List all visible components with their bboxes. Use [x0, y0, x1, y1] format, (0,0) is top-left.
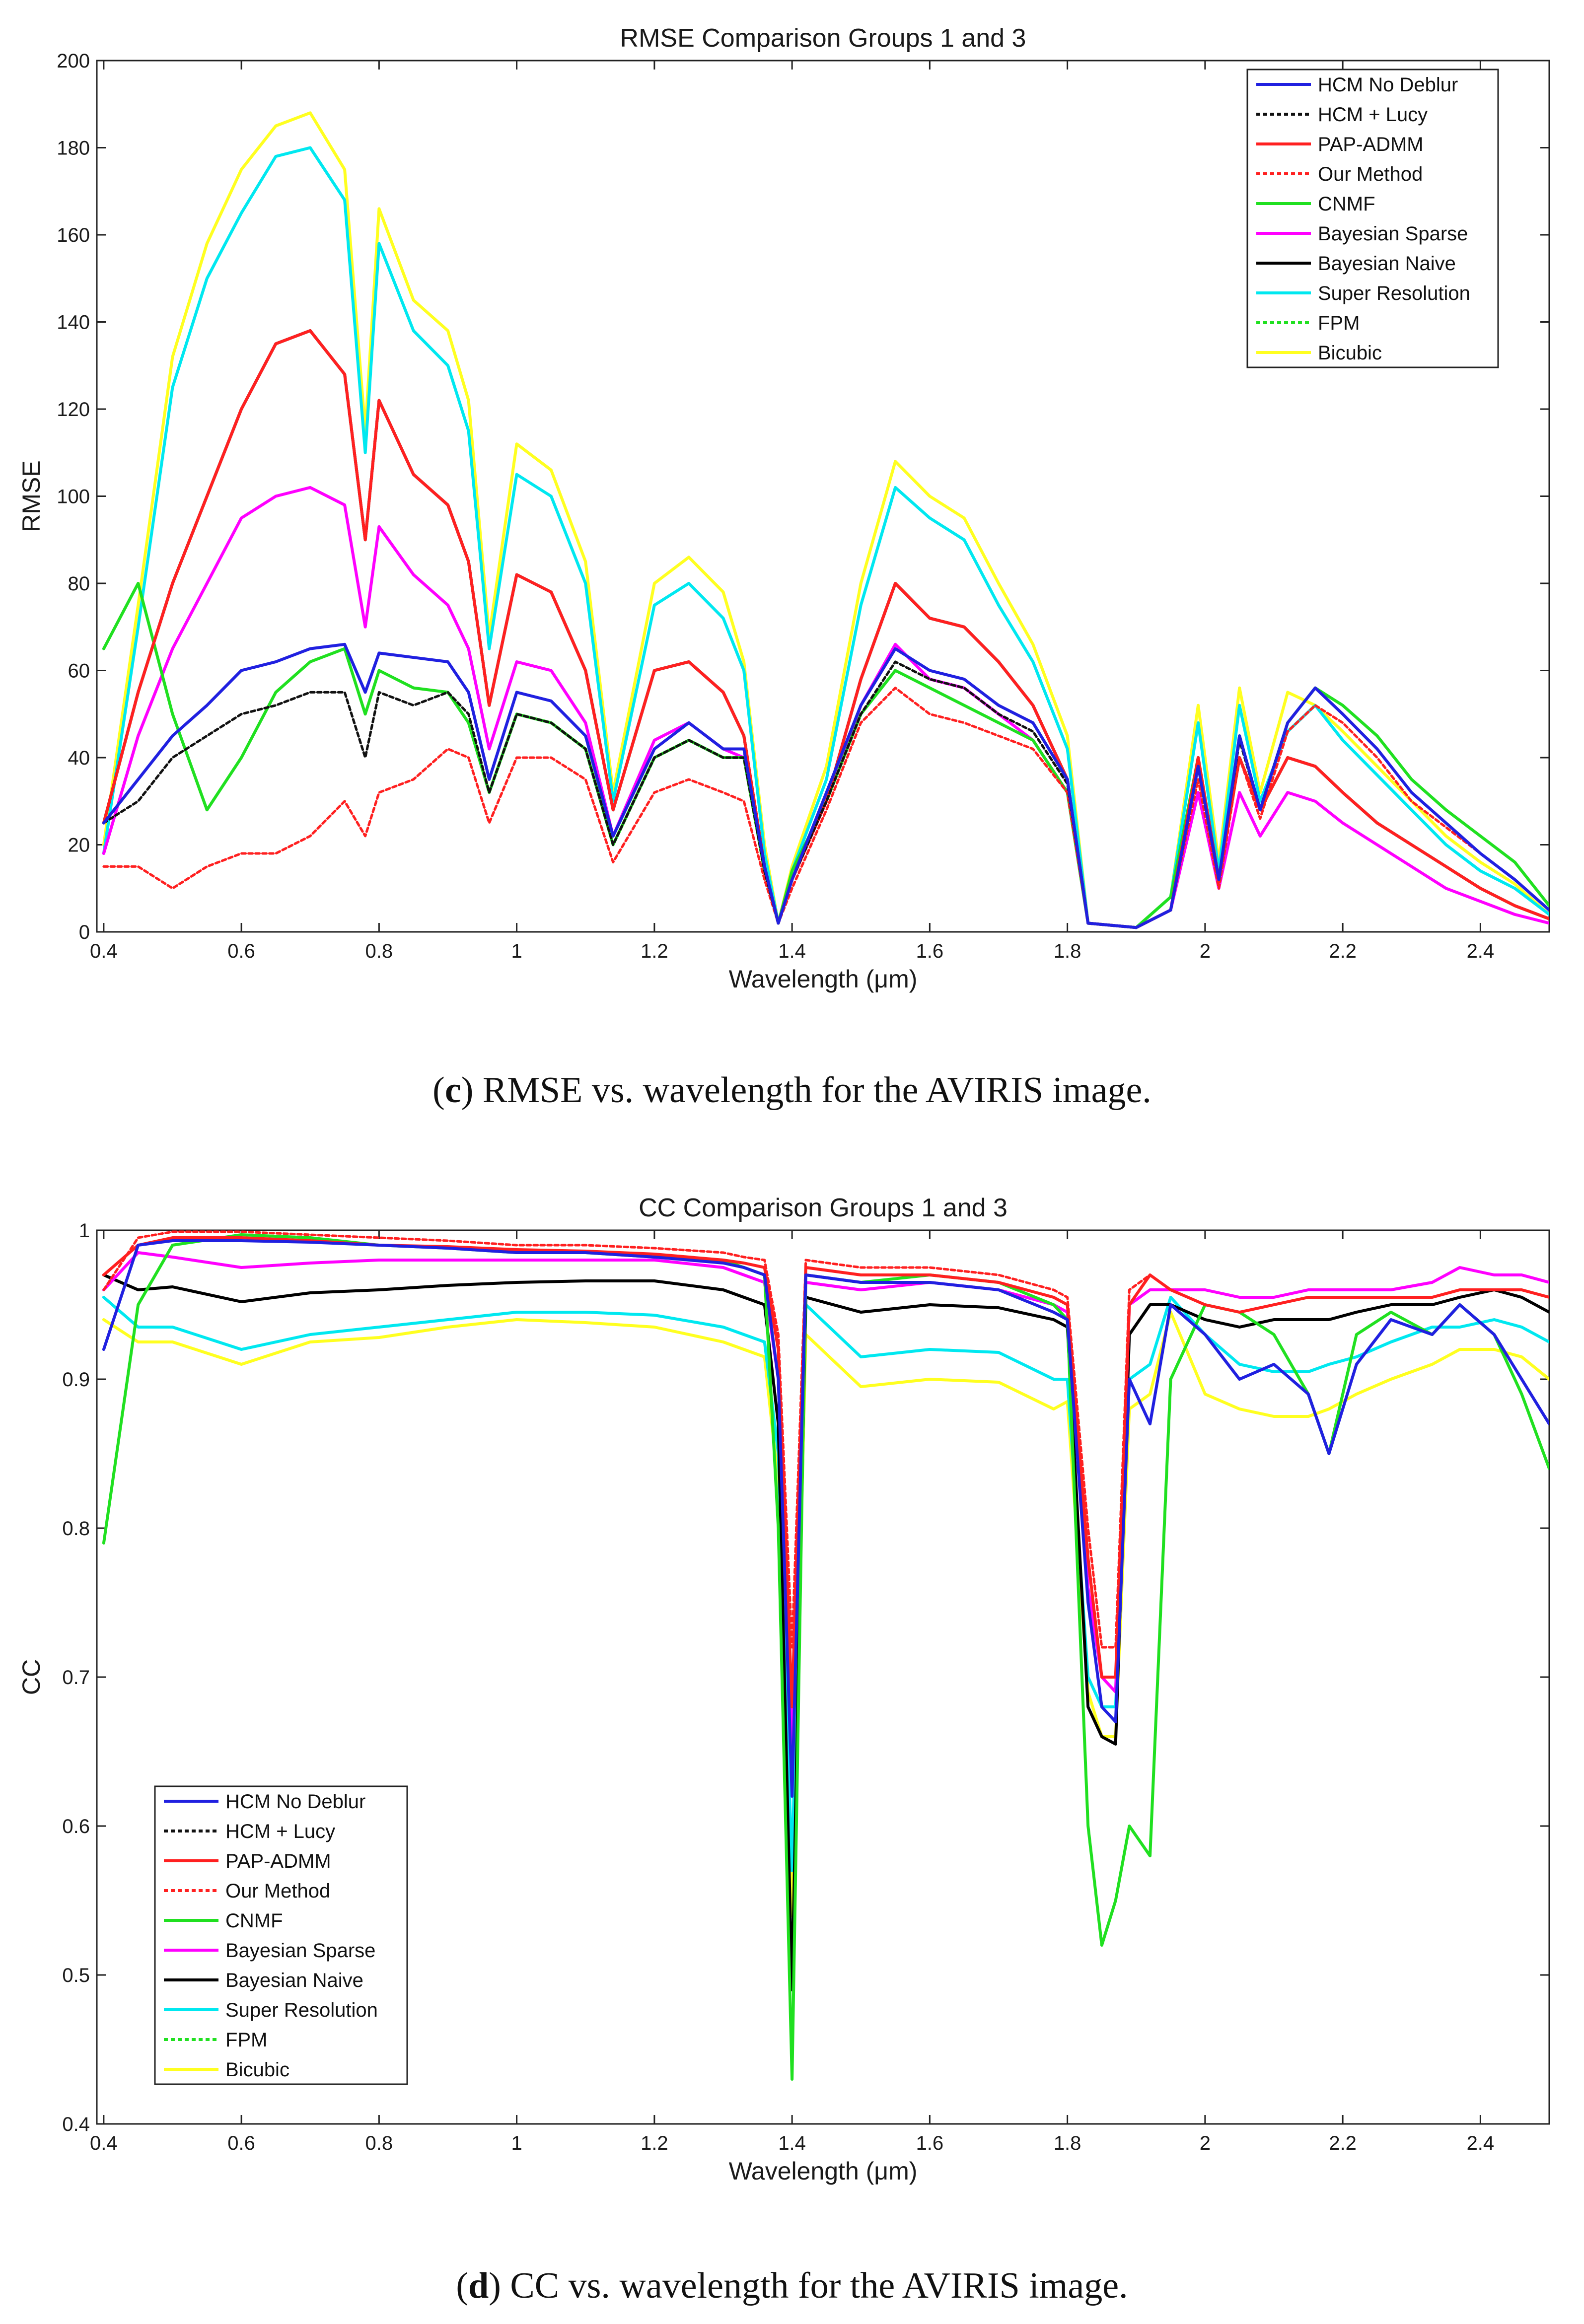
- rmse-x-tick-label: 2.2: [1329, 940, 1357, 962]
- cc-legend-label-hcm-no-deblur: HCM No Deblur: [225, 1791, 365, 1813]
- caption-d-text: CC vs. wavelength for the AVIRIS image.: [501, 2265, 1128, 2306]
- rmse-y-tick-label: 200: [57, 50, 90, 72]
- rmse-x-tick-label: 0.8: [365, 940, 393, 962]
- cc-legend-label-bicubic: Bicubic: [225, 2059, 289, 2081]
- cc-y-tick-label: 0.6: [62, 1816, 90, 1837]
- rmse-legend-label-our-method: Our Method: [1318, 163, 1423, 185]
- rmse-legend-label-super-resolution: Super Resolution: [1318, 282, 1470, 304]
- cc-legend-label-our-method: Our Method: [225, 1880, 330, 1902]
- cc-series-hcm-no-deblur: [102, 1239, 1549, 1798]
- cc-y-tick-label: 0.8: [62, 1518, 90, 1540]
- rmse-chart: RMSE Comparison Groups 1 and 3 0.4 0.6 0.8 1…: [17, 24, 1550, 993]
- rmse-x-tick-label: 1.6: [916, 940, 944, 962]
- rmse-legend-box: [1246, 69, 1499, 368]
- rmse-y-tick-label: 180: [57, 138, 90, 159]
- rmse-x-tick-label: 0.4: [90, 940, 118, 962]
- caption-c: (c) RMSE vs. wavelength for the AVIRIS i…: [432, 1070, 1152, 1111]
- cc-x-tick-label: 0.8: [365, 2132, 393, 2154]
- rmse-x-tick-label: 2: [1200, 940, 1211, 962]
- rmse-chart-title: RMSE Comparison Groups 1 and 3: [620, 24, 1026, 53]
- rmse-x-tick-label: 1: [511, 940, 522, 962]
- rmse-legend-label-hcm-lucy: HCM + Lucy: [1318, 104, 1428, 126]
- rmse-legend-label-fpm: FPM: [1318, 312, 1360, 334]
- rmse-y-tick-label: 80: [68, 573, 90, 595]
- rmse-y-tick-label: 0: [79, 921, 90, 943]
- rmse-x-tick-label: 2.4: [1467, 940, 1495, 962]
- cc-legend-label-cnmf: CNMF: [225, 1910, 283, 1932]
- cc-legend-box: [154, 1785, 408, 2085]
- rmse-x-tick-label: 0.6: [227, 940, 255, 962]
- rmse-y-axis-label: RMSE: [17, 460, 45, 532]
- cc-x-tick-label: 1: [511, 2132, 522, 2154]
- rmse-y-tick-label: 160: [57, 224, 90, 246]
- cc-x-tick-label: 2.2: [1329, 2132, 1357, 2154]
- rmse-legend-label-pap-admm: PAP-ADMM: [1318, 134, 1424, 155]
- rmse-y-tick-label: 120: [57, 399, 90, 421]
- cc-y-tick-label: 0.5: [62, 1965, 90, 1986]
- cc-x-tick-label: 1.8: [1054, 2132, 1081, 2154]
- cc-x-tick-label: 1.2: [641, 2132, 668, 2154]
- cc-x-axis-label: Wavelength (μm): [729, 2157, 918, 2185]
- rmse-legend-label-bayesian-sparse: Bayesian Sparse: [1318, 223, 1468, 245]
- cc-x-tick-label: 1.4: [778, 2132, 806, 2154]
- cc-legend-label-fpm: FPM: [225, 2029, 267, 2051]
- rmse-y-tick-label: 20: [68, 835, 90, 856]
- cc-series-pap-admm: [102, 1236, 1549, 1708]
- rmse-legend-label-cnmf: CNMF: [1318, 193, 1375, 215]
- cc-x-tick-label: 0.4: [90, 2132, 118, 2154]
- rmse-y-tick-label: 60: [68, 660, 90, 682]
- caption-d-letter: d: [468, 2265, 489, 2306]
- rmse-y-tick-label: 140: [57, 312, 90, 334]
- cc-series-bayesian-naive: [102, 1273, 1549, 1991]
- cc-legend-label-super-resolution: Super Resolution: [225, 1999, 378, 2021]
- cc-x-tick-label: 2.4: [1467, 2132, 1495, 2154]
- cc-legend-label-bayesian-naive: Bayesian Naive: [225, 1970, 363, 1991]
- cc-series-group: [102, 1230, 1549, 2081]
- rmse-y-tick-label: 100: [57, 486, 90, 508]
- rmse-legend-label-bayesian-naive: Bayesian Naive: [1318, 253, 1456, 275]
- cc-legend-label-hcm-lucy: HCM + Lucy: [225, 1821, 335, 1842]
- cc-y-axis-label: CC: [17, 1659, 45, 1695]
- rmse-series-hcm-no-deblur: [102, 642, 1549, 929]
- caption-c-text: RMSE vs. wavelength for the AVIRIS image…: [473, 1070, 1151, 1111]
- cc-y-tick-label: 0.9: [62, 1369, 90, 1391]
- cc-legend-label-pap-admm: PAP-ADMM: [225, 1850, 331, 1872]
- rmse-legend-label-bicubic: Bicubic: [1318, 342, 1382, 364]
- cc-series-super-resolution: [102, 1296, 1549, 1872]
- cc-x-tick-label: 2: [1200, 2132, 1211, 2154]
- rmse-series-our-method: [102, 687, 1549, 929]
- caption-d: (d) CC vs. wavelength for the AVIRIS ima…: [456, 2265, 1128, 2306]
- rmse-series-group: [102, 111, 1549, 929]
- rmse-y-tick-label: 40: [68, 747, 90, 769]
- rmse-x-tick-label: 1.2: [641, 940, 668, 962]
- caption-c-letter: c: [445, 1070, 461, 1111]
- cc-chart: CC Comparison Groups 1 and 3 0.4 0.6 0.8 1 1.…: [17, 1194, 1550, 2185]
- cc-x-tick-label: 1.6: [916, 2132, 944, 2154]
- cc-y-tick-label: 0.7: [62, 1667, 90, 1689]
- cc-y-tick-label: 0.4: [62, 2113, 90, 2135]
- rmse-x-tick-label: 1.8: [1054, 940, 1081, 962]
- rmse-x-axis-label: Wavelength (μm): [729, 965, 918, 993]
- cc-x-tick-label: 0.6: [227, 2132, 255, 2154]
- rmse-x-tick-label: 1.4: [778, 940, 806, 962]
- cc-legend-label-bayesian-sparse: Bayesian Sparse: [225, 1940, 375, 1962]
- rmse-legend-label-hcm-no-deblur: HCM No Deblur: [1318, 74, 1458, 96]
- cc-y-tick-label: 1: [79, 1220, 90, 1242]
- cc-chart-title: CC Comparison Groups 1 and 3: [639, 1194, 1008, 1222]
